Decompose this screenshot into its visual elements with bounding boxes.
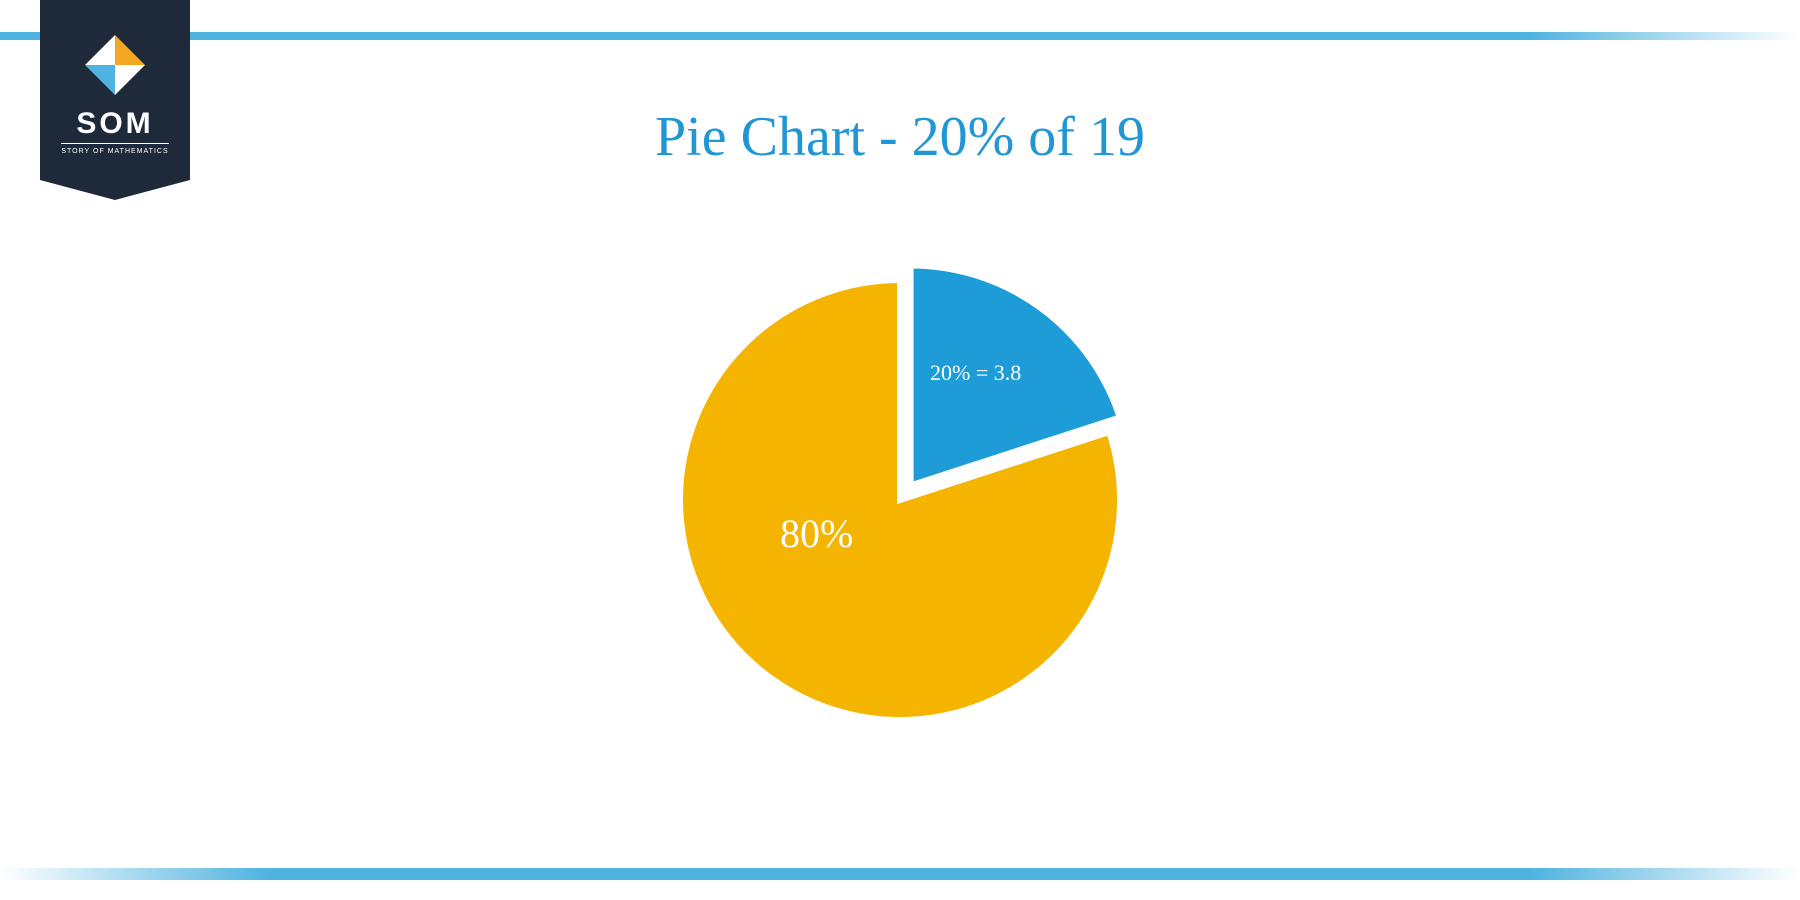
- pie-slice-label-small: 20% = 3.8: [930, 360, 1021, 386]
- top-accent-bar: [0, 32, 1800, 40]
- bottom-accent-bar: [0, 868, 1800, 880]
- brand-logo-icon: [85, 35, 145, 95]
- pie-slice-label-main: 80%: [780, 510, 853, 557]
- brand-logo-text: SOM: [76, 107, 153, 141]
- brand-logo-tagline: STORY OF MATHEMATICS: [61, 143, 168, 155]
- brand-logo-badge: SOM STORY OF MATHEMATICS: [40, 0, 190, 180]
- chart-title: Pie Chart - 20% of 19: [655, 105, 1145, 169]
- pie-chart: 80% 20% = 3.8: [650, 240, 1150, 740]
- pie-chart-svg: [650, 240, 1150, 740]
